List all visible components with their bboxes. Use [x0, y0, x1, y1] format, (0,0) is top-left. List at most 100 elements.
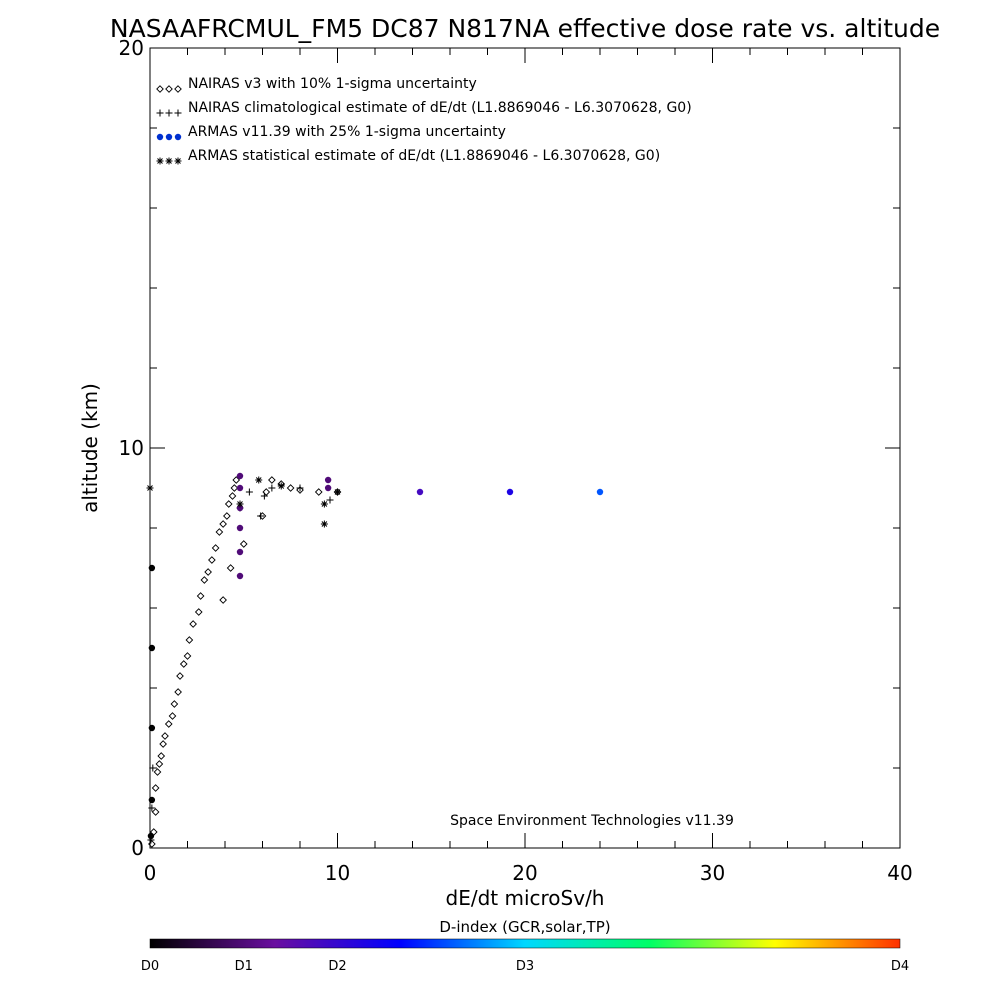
data-points [146, 472, 604, 848]
data-point [224, 500, 233, 508]
colorbar-title: D-index (GCR,solar,TP) [439, 918, 610, 936]
series-3 [147, 472, 604, 840]
data-point [236, 504, 244, 512]
data-point [146, 484, 154, 492]
data-point [320, 500, 328, 508]
data-point [148, 724, 156, 732]
tick-labels: 0 10 20 30 40 0 10 20 [119, 36, 913, 885]
data-point [324, 476, 332, 484]
data-point [189, 620, 197, 628]
legend-marker [165, 85, 173, 93]
colorbar-labels: D0 D1 D2 D3 D4 [141, 959, 909, 974]
data-point [596, 488, 604, 496]
axis-ticks [149, 47, 901, 849]
legend-marker [174, 109, 182, 117]
data-point [159, 740, 167, 748]
data-point [148, 840, 156, 848]
data-point [314, 488, 323, 496]
data-point [257, 512, 265, 520]
data-point [296, 486, 304, 494]
legend-entry-3: ARMAS v11.39 with 25% 1-sigma uncertaint… [188, 124, 506, 140]
chart-title: NASAAFRCMUL_FM5 DC87 N817NA effective do… [110, 14, 940, 43]
plot-frame [149, 47, 901, 849]
data-point [255, 476, 263, 484]
data-point [236, 572, 244, 580]
x-tick-label: 0 [144, 861, 157, 885]
data-point [236, 472, 244, 480]
data-point [320, 520, 328, 528]
data-point [151, 784, 160, 792]
legend-marker [156, 85, 164, 93]
legend-marker [156, 157, 164, 165]
data-point [174, 688, 182, 696]
data-point [176, 672, 184, 680]
data-point [183, 652, 192, 660]
series-1 [148, 476, 342, 848]
y-axis-label: altitude (km) [78, 383, 102, 513]
data-point [194, 608, 203, 616]
data-point [153, 768, 162, 776]
data-point [219, 520, 227, 528]
x-axis-label: dE/dt microSv/h [446, 886, 605, 910]
data-point [277, 482, 285, 490]
data-point [226, 564, 235, 572]
data-point [155, 760, 164, 768]
legend-marker [156, 133, 164, 141]
data-point [208, 556, 216, 564]
data-point [506, 488, 514, 496]
data-point [148, 804, 156, 812]
legend-entry-4: ARMAS statistical estimate of dE/dt (L1.… [188, 148, 660, 164]
data-point [239, 540, 248, 548]
data-point [236, 548, 244, 556]
legend-marker [165, 109, 173, 117]
data-point [324, 484, 332, 492]
data-point [262, 488, 271, 496]
data-point [157, 752, 166, 760]
data-point [168, 712, 177, 720]
data-point [228, 492, 237, 500]
data-point [219, 596, 227, 604]
data-point [334, 488, 341, 496]
series-4 [146, 476, 341, 528]
legend-entry-1: NAIRAS v3 with 10% 1-sigma uncertainty [188, 76, 477, 92]
series-2 [147, 484, 341, 844]
legend: NAIRAS v3 with 10% 1-sigma uncertainty NA… [156, 76, 692, 165]
legend-entry-2: NAIRAS climatological estimate of dE/dt … [188, 100, 692, 116]
y-tick-label: 0 [131, 836, 144, 860]
data-point [179, 660, 188, 668]
data-point [196, 592, 205, 600]
data-point [236, 484, 244, 492]
colorbar [149, 938, 901, 949]
data-point [286, 484, 295, 492]
data-point [326, 496, 334, 504]
colorbar-label: D1 [235, 959, 253, 974]
x-tick-label: 40 [887, 861, 912, 885]
y-tick-label: 10 [119, 436, 144, 460]
data-point [161, 732, 169, 740]
data-point [185, 636, 194, 644]
x-tick-label: 30 [700, 861, 725, 885]
data-point [268, 484, 276, 492]
data-point [149, 764, 157, 772]
colorbar-label: D3 [516, 959, 534, 974]
data-point [204, 568, 212, 576]
data-point [245, 488, 253, 496]
data-point [260, 492, 268, 500]
colorbar-label: D4 [891, 959, 909, 974]
data-point [148, 796, 156, 804]
legend-marker [174, 157, 182, 165]
data-point [211, 544, 220, 552]
data-point [148, 644, 156, 652]
data-point [268, 476, 276, 484]
data-point [232, 476, 241, 484]
data-point [147, 832, 155, 840]
data-point [200, 576, 209, 584]
data-point [148, 564, 156, 572]
data-point [170, 700, 179, 708]
data-point [230, 484, 239, 492]
legend-marker [174, 133, 182, 141]
data-point [236, 524, 244, 532]
data-point [215, 528, 224, 536]
colorbar-label: D0 [141, 959, 159, 974]
